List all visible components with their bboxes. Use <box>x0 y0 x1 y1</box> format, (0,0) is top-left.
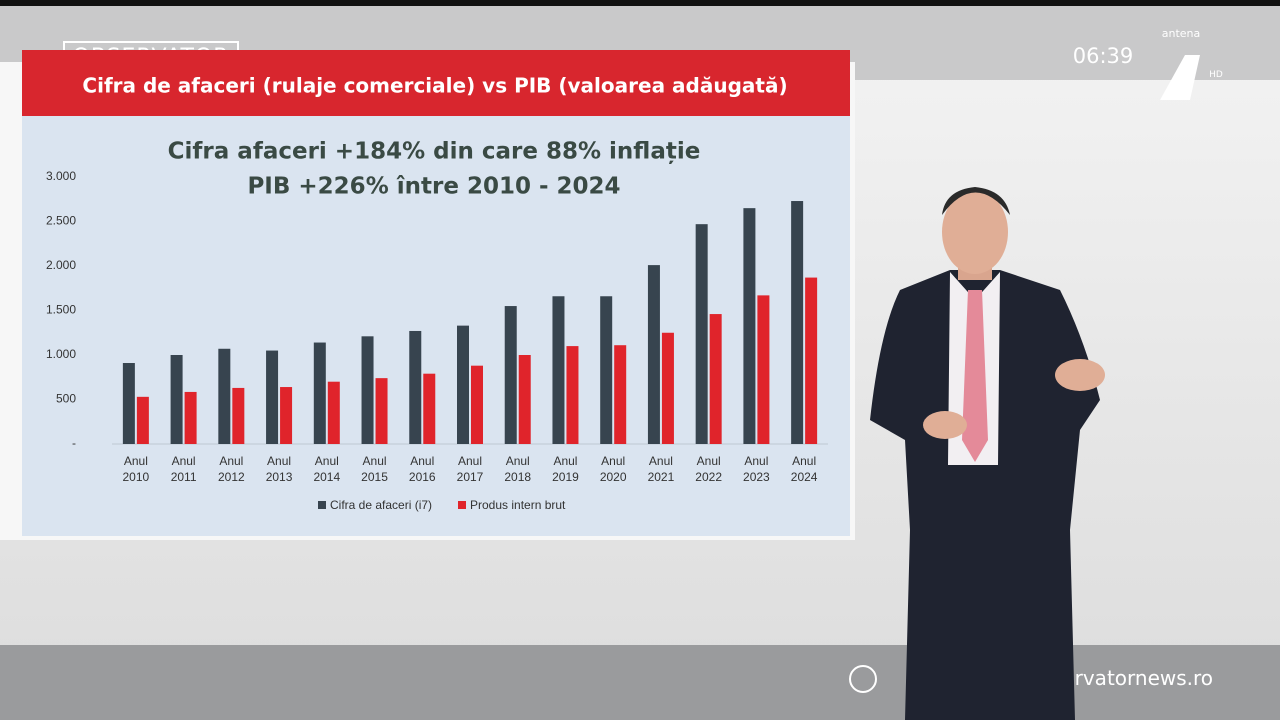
clock: 06:39 <box>1073 44 1134 68</box>
x-tick-label: Anul 2017 <box>456 454 484 484</box>
hd-badge: HD <box>1209 70 1223 80</box>
plot: - 500 1.000 1.500 2.000 2.500 3.000 Cifra de af… <box>46 169 818 512</box>
bar <box>709 314 722 444</box>
y-tick-label: 2.500 <box>46 214 76 228</box>
x-tick-label: Anul 2016 <box>408 454 436 484</box>
channel-logo <box>1160 55 1200 100</box>
y-tick-label: 500 <box>56 392 76 406</box>
x-tick-label: Anul 2020 <box>599 454 627 484</box>
bar <box>614 345 627 444</box>
x-tick-label: Anul 2024 <box>790 454 818 484</box>
chart-panel <box>22 52 850 536</box>
legend-label: Cifra de afaceri (i7) <box>330 498 432 512</box>
bar <box>266 350 279 444</box>
legend-label: Produs intern brut <box>470 498 566 512</box>
bar <box>552 296 565 444</box>
y-tick-label: 3.000 <box>46 169 76 183</box>
x-tick-label: Anul 2021 <box>647 454 675 484</box>
x-tick-label: Anul 2023 <box>743 454 770 484</box>
y-tick-label: 1.000 <box>46 347 76 361</box>
x-tick-label: Anul 2012 <box>217 454 245 484</box>
bar <box>661 332 674 444</box>
bar <box>518 355 531 444</box>
bar <box>791 201 804 444</box>
bar <box>566 346 579 444</box>
bar <box>184 391 197 444</box>
bar <box>280 387 293 444</box>
legend-swatch <box>318 501 326 509</box>
bar <box>600 296 613 444</box>
bar <box>218 348 231 444</box>
bar <box>170 355 183 444</box>
bar <box>695 224 708 444</box>
annotation: PIB +226% între 2010 - 2024 <box>247 174 620 200</box>
y-tick-label: - <box>72 436 76 450</box>
bar <box>743 208 756 444</box>
bar <box>232 387 245 444</box>
x-tick-label: Anul 2015 <box>361 454 388 484</box>
bar <box>457 325 469 444</box>
x-tick-label: Anul 2013 <box>265 454 293 484</box>
bar <box>375 378 388 444</box>
bar <box>647 265 660 444</box>
top-strip <box>0 0 1280 6</box>
web-icon <box>849 665 877 693</box>
bar <box>805 277 818 444</box>
annotation: Cifra afaceri +184% din care 88% inflați… <box>168 139 701 165</box>
presenter <box>870 187 1105 720</box>
x-tick-label: Anul 2010 <box>122 454 150 484</box>
bar <box>471 365 483 444</box>
x-tick-label: Anul 2018 <box>504 454 532 484</box>
bar <box>136 396 149 444</box>
title-band <box>22 50 850 116</box>
bar <box>757 295 770 444</box>
y-tick-label: 1.500 <box>46 303 76 317</box>
legend-swatch <box>458 501 466 509</box>
bar <box>409 330 422 444</box>
bar <box>327 381 340 444</box>
y-tick-label: 2.000 <box>46 258 76 272</box>
chart-title: Cifra de afaceri (rulaje comerciale) vs … <box>82 74 787 98</box>
x-tick-label: Anul 2014 <box>313 454 341 484</box>
channel-name: antena <box>1162 27 1201 40</box>
bar <box>361 336 374 444</box>
bar <box>313 342 326 444</box>
bar <box>423 373 436 444</box>
x-tick-label: Anul 2011 <box>170 454 197 484</box>
bar <box>122 363 135 444</box>
x-tick-label: Anul 2022 <box>695 454 722 484</box>
x-tick-label: Anul 2019 <box>552 454 579 484</box>
bar <box>504 306 517 444</box>
